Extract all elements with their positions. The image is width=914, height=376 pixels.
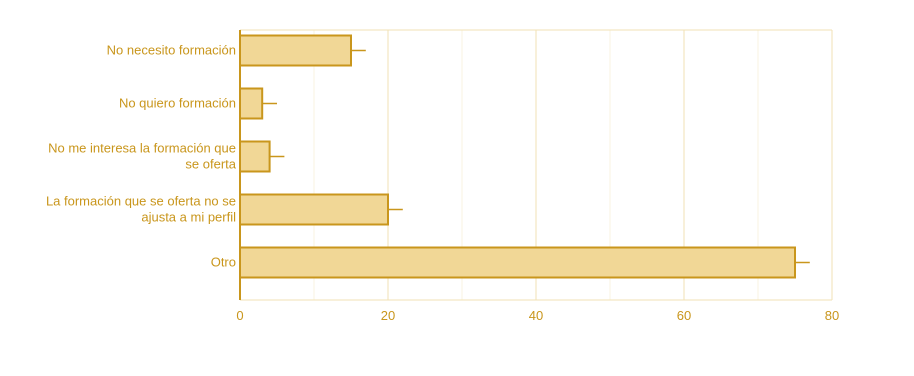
bar: [239, 34, 352, 67]
bar: [239, 140, 271, 173]
category-label-line: La formación que se oferta no se: [46, 194, 236, 209]
x-tick-label: 80: [825, 308, 839, 323]
category-label-line: No quiero formación: [119, 96, 236, 111]
category-label-line: Otro: [211, 255, 236, 270]
category-label: Otro: [211, 255, 236, 270]
category-label: La formación que se oferta no se ajusta a…: [46, 194, 236, 225]
category-label-line: ajusta a mi perfil: [141, 210, 236, 225]
bar: [239, 87, 264, 120]
category-label-line: No necesito formación: [107, 43, 236, 58]
category-label: No quiero formación: [119, 96, 236, 111]
category-label: No me interesa la formación que se oferta: [48, 141, 237, 172]
category-label-line: se oferta: [185, 157, 236, 172]
bar: [239, 246, 796, 279]
x-tick-label: 20: [381, 308, 395, 323]
bar: [239, 193, 389, 226]
x-tick-label: 60: [677, 308, 691, 323]
x-tick-label: 40: [529, 308, 543, 323]
category-label: No necesito formación: [107, 43, 236, 58]
x-tick-label: 0: [236, 308, 243, 323]
category-label-line: No me interesa la formación que: [48, 141, 236, 156]
